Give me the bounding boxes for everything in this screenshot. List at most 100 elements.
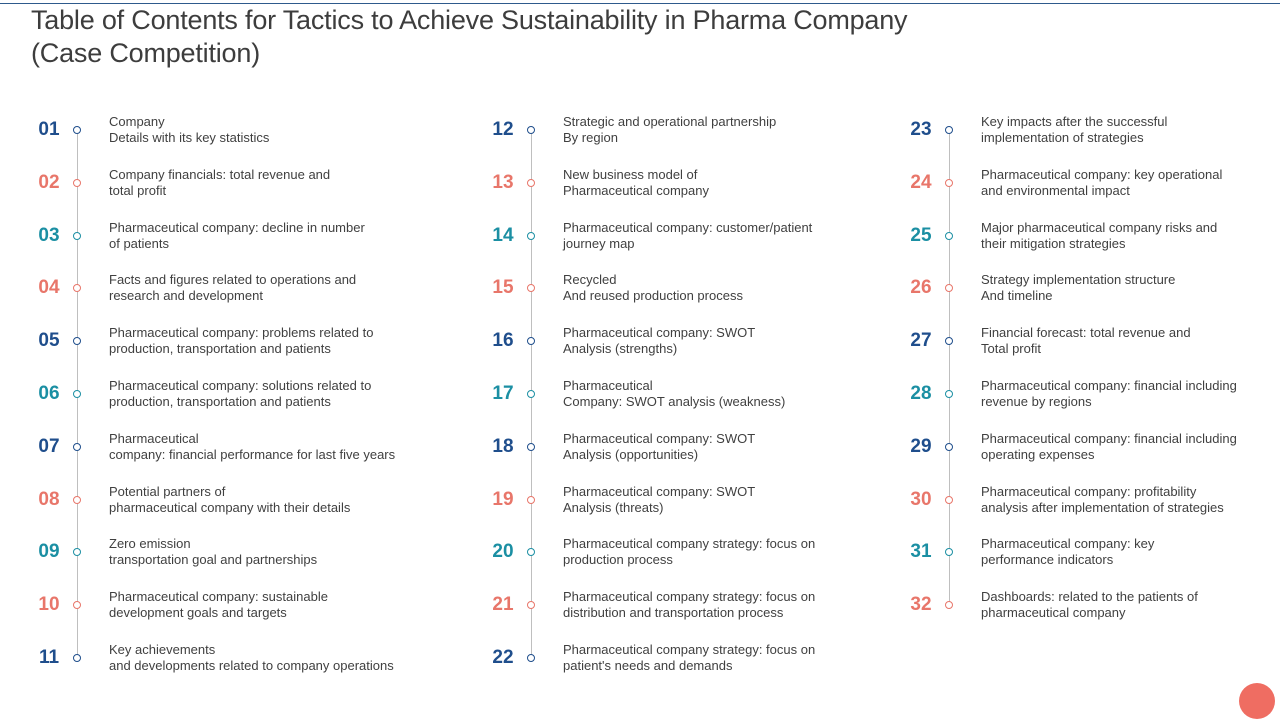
toc-item[interactable]: 19 Pharmaceutical company: SWOT Analysis (…: [484, 474, 904, 516]
toc-item[interactable]: 23 Key impacts after the successful implem…: [902, 104, 1280, 145]
toc-item[interactable]: 27 Financial forecast: total revenue and T…: [902, 315, 1280, 357]
toc-item[interactable]: 08 Potential partners of pharmaceutical co…: [30, 474, 450, 515]
toc-item-line-1: Pharmaceutical company: decline in numbe…: [109, 219, 365, 235]
toc-item[interactable]: 01 Company Details with its key statistics: [30, 104, 450, 145]
toc-item[interactable]: 04 Facts and figures related to operation…: [30, 262, 450, 304]
timeline-dot: [73, 548, 81, 557]
timeline-dot: [945, 601, 953, 610]
timeline-dot: [527, 654, 535, 662]
toc-item-text: Pharmaceutical company: financial perform…: [109, 431, 409, 463]
toc-item-number: 06: [38, 383, 60, 404]
toc-item-number: 30: [910, 488, 932, 510]
toc-item-line-1: Pharmaceutical company: SWOT: [563, 483, 756, 499]
toc-item-line-1: Pharmaceutical company: financial includ…: [981, 378, 1237, 393]
timeline-dot: [945, 548, 953, 557]
timeline-dot: [527, 442, 535, 451]
toc-item-line-2: transportation goal and partnerships: [109, 552, 318, 568]
toc-item[interactable]: 07 Pharmaceutical company: financial perfo…: [30, 421, 450, 463]
toc-item[interactable]: 13 New business model of Pharmaceutical co…: [484, 157, 904, 198]
toc-item-line-2: pharmaceutical company: [981, 605, 1126, 621]
toc-item-number: 01: [38, 119, 60, 140]
timeline-dot: [73, 390, 81, 398]
toc-item[interactable]: 28 Pharmaceutical company: financial incl…: [902, 368, 1280, 409]
toc-item-line-1: Pharmaceutical company strategy: focus o…: [563, 536, 816, 552]
timeline-dot: [945, 231, 953, 240]
toc-item[interactable]: 31 Pharmaceutical company: key performance…: [902, 526, 1280, 567]
toc-item[interactable]: 05 Pharmaceutical company: problems relat…: [30, 315, 450, 357]
toc-item-number: 04: [38, 277, 60, 299]
top-rule: [0, 3, 1280, 4]
toc-item[interactable]: 25 Major pharmaceutical company risks and…: [902, 210, 1280, 251]
toc-item[interactable]: 06 Pharmaceutical company: solutions rela…: [30, 368, 450, 410]
toc-item[interactable]: 10 Pharmaceutical company: sustainable dev…: [30, 579, 450, 621]
toc-item-line-1: Strategic and operational partnership: [563, 114, 777, 129]
toc-item-text: Company financials: total revenue and tot…: [109, 167, 409, 199]
toc-item-line-2: and developments related to company oper…: [109, 658, 394, 673]
toc-item[interactable]: 17 Pharmaceutical Company: SWOT analysis (…: [484, 368, 904, 409]
toc-item-line-2: Analysis (opportunities): [563, 446, 699, 462]
toc-item-line-1: Facts and figures related to operations …: [109, 272, 357, 288]
toc-item[interactable]: 18 Pharmaceutical company: SWOT Analysis (…: [484, 421, 904, 463]
toc-item-line-2: Company: SWOT analysis (weakness): [563, 394, 786, 409]
toc-item[interactable]: 20 Pharmaceutical company strategy: focus…: [484, 526, 904, 567]
toc-item-text: Pharmaceutical company: problems related…: [109, 325, 409, 357]
toc-item-line-2: research and development: [109, 288, 263, 304]
toc-item[interactable]: 09 Zero emission transportation goal and p…: [30, 526, 450, 568]
toc-item[interactable]: 30 Pharmaceutical company: profitability a…: [902, 474, 1280, 515]
timeline-dot: [527, 231, 535, 240]
toc-item-text: Pharmaceutical company: SWOT Analysis (th…: [563, 484, 863, 516]
toc-item-text: Strategy implementation structure And tim…: [981, 272, 1280, 304]
toc-item-number: 11: [38, 647, 60, 668]
toc-column-3: 23 Key impacts after the successful implem…: [902, 104, 1280, 694]
toc-item-line-1: Recycled: [563, 272, 617, 288]
toc-item-line-2: pharmaceutical company with their detail…: [109, 499, 351, 515]
toc-item-text: Pharmaceutical company strategy: focus o…: [563, 642, 863, 674]
toc-item[interactable]: 32 Dashboards: related to the patients of…: [902, 579, 1280, 621]
toc-item[interactable]: 12 Strategic and operational partnership B…: [484, 104, 904, 145]
toc-item[interactable]: 24 Pharmaceutical company: key operationa…: [902, 157, 1280, 198]
toc-item-line-1: Financial forecast: total revenue and: [981, 325, 1191, 341]
timeline-rail: [949, 126, 950, 610]
toc-item[interactable]: 26 Strategy implementation structure And t…: [902, 262, 1280, 304]
timeline-dot: [527, 337, 535, 346]
toc-item[interactable]: 02 Company financials: total revenue and t…: [30, 157, 450, 199]
toc-item-text: Pharmaceutical company: solutions relate…: [109, 378, 409, 410]
toc-item-text: Pharmaceutical company: sustainable devel…: [109, 589, 409, 621]
toc-item-text: Pharmaceutical company: decline in numbe…: [109, 220, 409, 252]
toc-item-line-2: and environmental impact: [981, 182, 1130, 198]
toc-item-line-2: total profit: [109, 182, 167, 198]
timeline-dot: [527, 548, 535, 557]
toc-item-line-2: By region: [563, 130, 618, 145]
toc-item-number: 09: [38, 541, 60, 563]
toc-item-line-2: production, transportation and patients: [109, 341, 331, 357]
toc-item[interactable]: 21 Pharmaceutical company strategy: focus…: [484, 579, 904, 621]
toc-item-number: 18: [492, 435, 514, 457]
toc-item-number: 25: [910, 224, 932, 246]
toc-item-line-1: Key achievements: [109, 642, 216, 657]
toc-item-line-1: Potential partners of: [109, 483, 226, 499]
toc-item[interactable]: 22 Pharmaceutical company strategy: focus…: [484, 632, 904, 674]
toc-item-text: Pharmaceutical company: SWOT Analysis (op…: [563, 431, 863, 463]
toc-item-number: 13: [492, 171, 514, 193]
toc-item-number: 23: [910, 119, 932, 140]
toc-item[interactable]: 14 Pharmaceutical company: customer/patie…: [484, 210, 904, 252]
timeline-dot: [73, 442, 81, 451]
toc-item-line-1: Pharmaceutical company: sustainable: [109, 589, 328, 605]
toc-item[interactable]: 16 Pharmaceutical company: SWOT Analysis (…: [484, 315, 904, 356]
toc-item-line-1: Pharmaceutical company: key operational: [981, 166, 1223, 182]
toc-item-number: 05: [38, 330, 60, 352]
toc-item[interactable]: 15 Recycled And reused production process: [484, 262, 904, 303]
corner-decoration-circle: [1239, 683, 1275, 719]
toc-item-text: Financial forecast: total revenue and Tot…: [981, 325, 1280, 357]
toc-item-number: 20: [492, 541, 514, 563]
toc-item[interactable]: 11 Key achievements and developments relat…: [30, 632, 450, 674]
toc-item-text: Key achievements and developments related…: [109, 642, 409, 674]
toc-item-number: 31: [910, 541, 932, 563]
timeline-dot: [945, 442, 953, 451]
toc-item-line-1: Pharmaceutical: [109, 430, 199, 446]
toc-item[interactable]: 29 Pharmaceutical company: financial incl…: [902, 421, 1280, 462]
toc-item-text: Pharmaceutical company: customer/patient…: [563, 220, 863, 252]
toc-item-text: Pharmaceutical company strategy: focus o…: [563, 589, 863, 621]
toc-item[interactable]: 03 Pharmaceutical company: decline in num…: [30, 210, 450, 252]
timeline-dot: [945, 178, 953, 187]
